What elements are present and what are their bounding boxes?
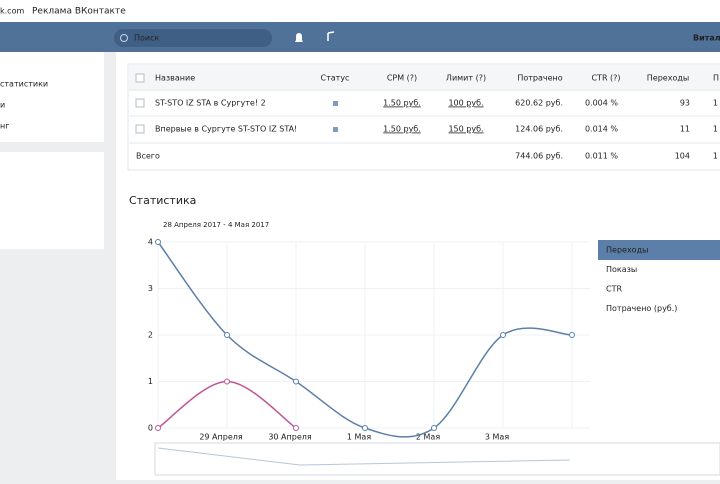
x-tick-label: 29 Апреля bbox=[199, 433, 243, 442]
y-tick-label: 3 bbox=[148, 284, 153, 293]
total-cell: 744.06 руб. bbox=[515, 152, 563, 161]
point[interactable] bbox=[500, 332, 506, 338]
editable-value[interactable]: 1.50 руб. bbox=[383, 125, 421, 134]
column-header: Статус bbox=[321, 74, 350, 83]
metric-tab[interactable]: Показы bbox=[606, 265, 637, 274]
column-header: CTR (?) bbox=[591, 74, 620, 83]
x-tick-label: 1 Мая bbox=[347, 433, 371, 442]
navigator-line bbox=[157, 447, 571, 466]
column-header: Лимит (?) bbox=[446, 74, 486, 83]
total-cell: 1 bbox=[713, 152, 718, 161]
search-icon bbox=[120, 34, 128, 42]
editable-value[interactable]: 1.50 руб. bbox=[383, 99, 421, 108]
bell-icon[interactable] bbox=[295, 33, 303, 42]
column-header: Переходы bbox=[647, 74, 689, 83]
cell: 93 bbox=[680, 99, 690, 108]
cell: 1 bbox=[713, 125, 718, 134]
url: k.com bbox=[0, 7, 24, 16]
column-header: Потрачено bbox=[517, 74, 562, 83]
y-tick-label: 2 bbox=[148, 331, 153, 340]
navigator[interactable] bbox=[154, 442, 720, 476]
total-cell: 104 bbox=[675, 152, 690, 161]
editable-value[interactable]: 100 руб. bbox=[448, 99, 483, 108]
point[interactable] bbox=[362, 425, 368, 431]
campaign-name[interactable]: Впервые в Сургуте ST-STO IZ STA! bbox=[155, 125, 297, 134]
y-tick-label: 1 bbox=[148, 377, 153, 386]
point[interactable] bbox=[569, 332, 575, 338]
user-name[interactable]: Витал bbox=[693, 34, 720, 43]
point[interactable] bbox=[293, 425, 299, 431]
tab[interactable]: Реклама ВКонтакте bbox=[32, 7, 126, 17]
status-icon bbox=[333, 101, 338, 106]
x-tick-label: 3 Мая bbox=[485, 433, 509, 442]
table-header-bg bbox=[129, 65, 720, 91]
sidebar-card bbox=[0, 152, 104, 249]
point[interactable] bbox=[155, 239, 161, 245]
cell: 11 bbox=[680, 125, 690, 134]
point[interactable] bbox=[224, 378, 230, 385]
x-tick-label: 2 Мая bbox=[416, 433, 440, 442]
cell: 0.014 % bbox=[585, 125, 618, 134]
checkbox[interactable] bbox=[135, 73, 145, 83]
sidebar-item[interactable]: и bbox=[0, 101, 5, 110]
x-tick-label: 30 Апреля bbox=[268, 433, 312, 442]
y-tick-label: 4 bbox=[148, 238, 153, 247]
column-header: П bbox=[713, 74, 719, 83]
point[interactable] bbox=[431, 425, 437, 431]
metric-tab[interactable]: Потрачено (руб.) bbox=[606, 304, 677, 313]
cell: 620.62 руб. bbox=[515, 99, 563, 108]
campaign-name[interactable]: ST-STO IZ STA в Сургуте! 2 bbox=[155, 99, 266, 108]
editable-value[interactable]: 150 руб. bbox=[448, 125, 483, 134]
metric-tab[interactable]: CTR bbox=[606, 285, 622, 294]
point[interactable] bbox=[293, 378, 299, 385]
metric-tab[interactable]: Переходы bbox=[606, 246, 648, 255]
cell: 1 bbox=[713, 99, 718, 108]
column-header: Название bbox=[155, 74, 195, 83]
checkbox[interactable] bbox=[135, 98, 145, 108]
search-box[interactable] bbox=[114, 29, 272, 47]
top-header bbox=[0, 22, 720, 52]
search-placeholder: Поиск bbox=[134, 34, 160, 43]
total-cell: 0.011 % bbox=[585, 152, 618, 161]
sidebar-item[interactable]: статистики bbox=[0, 80, 48, 89]
music-icon[interactable] bbox=[327, 31, 335, 41]
sidebar-menu bbox=[0, 52, 104, 142]
sidebar-item[interactable]: нг bbox=[0, 122, 9, 131]
menu-selected-bg bbox=[598, 240, 720, 260]
browser-bar bbox=[0, 0, 720, 22]
checkbox[interactable] bbox=[135, 124, 145, 134]
cell: 124.06 руб. bbox=[515, 125, 563, 134]
total-cell: Всего bbox=[136, 152, 160, 161]
chart-subtitle: 28 Апреля 2017 - 4 Мая 2017 bbox=[163, 221, 269, 229]
point[interactable] bbox=[155, 425, 161, 431]
stats-title: Статистика bbox=[129, 194, 196, 207]
y-tick-label: 0 bbox=[148, 424, 153, 433]
column-header: CPM (?) bbox=[387, 74, 417, 83]
status-icon bbox=[333, 127, 338, 132]
cell: 0.004 % bbox=[585, 99, 618, 108]
point[interactable] bbox=[224, 332, 230, 338]
